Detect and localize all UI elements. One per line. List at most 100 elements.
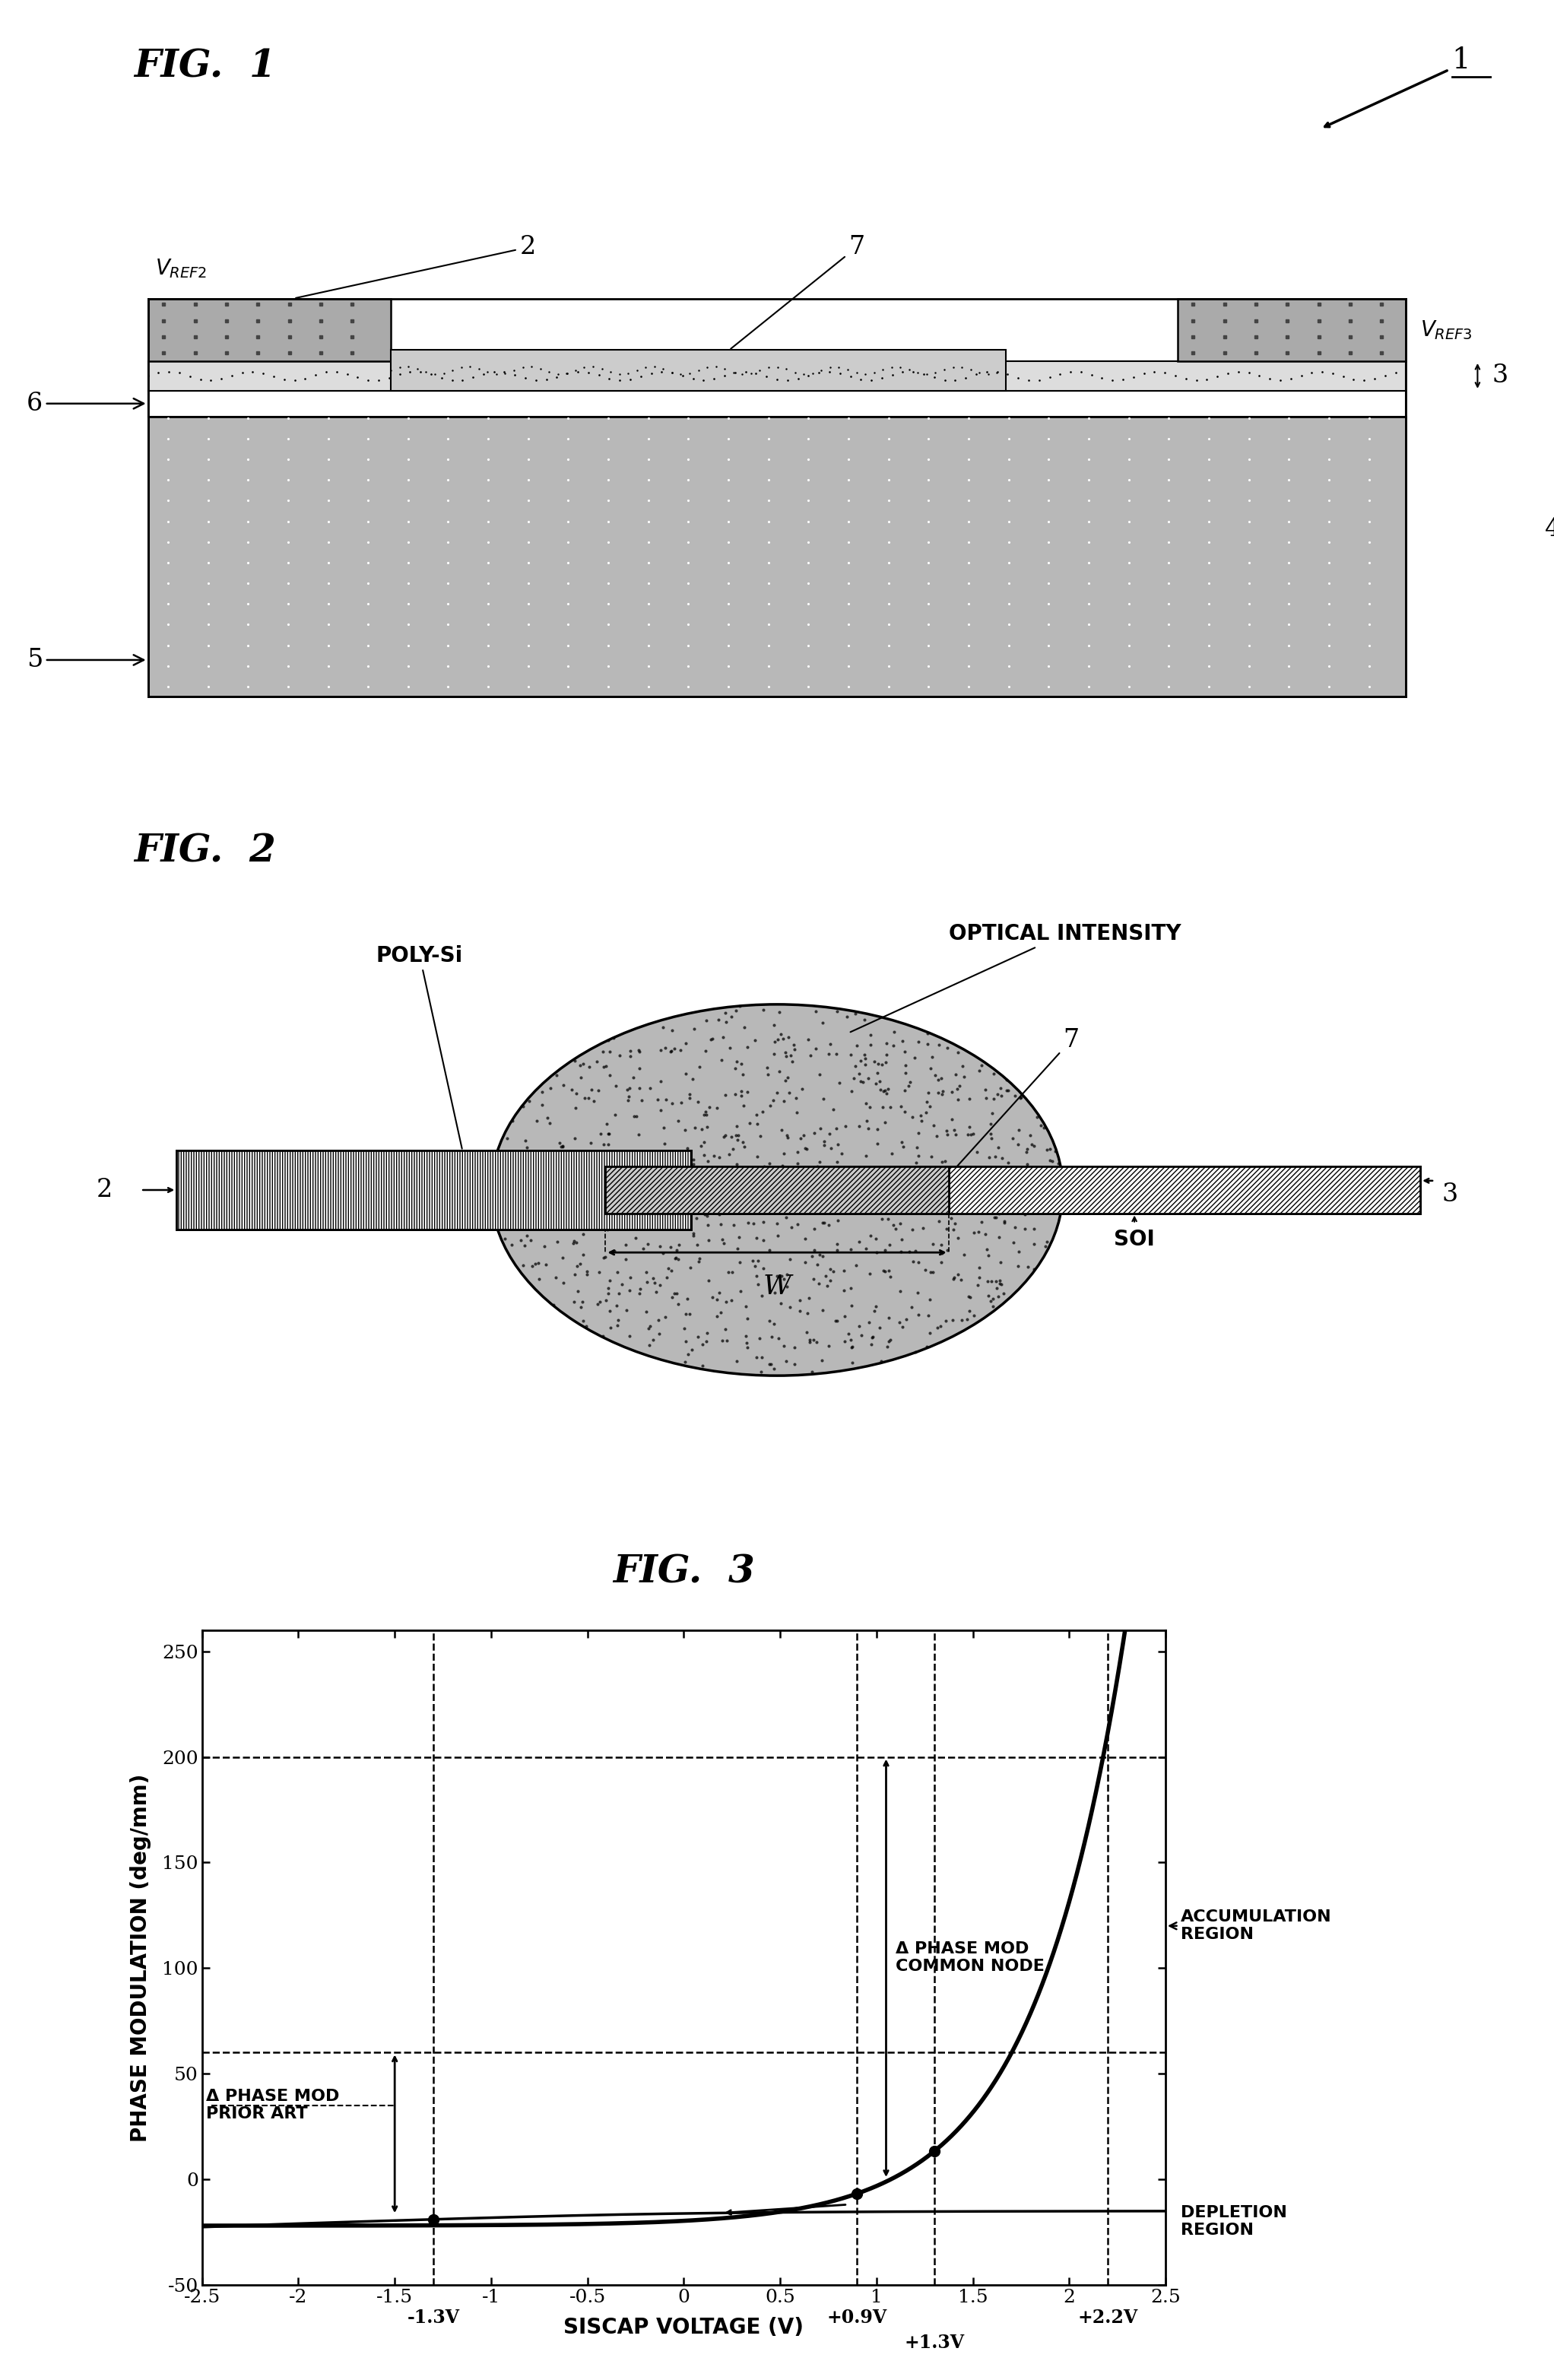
Point — [800, 1238, 825, 1276]
Point — [901, 1161, 926, 1200]
Bar — [148, 362, 1406, 390]
Point — [597, 1292, 622, 1330]
Point — [991, 1202, 1016, 1240]
Point — [783, 1078, 808, 1116]
Point — [906, 1114, 931, 1152]
Point — [848, 1316, 873, 1354]
Point — [653, 1126, 678, 1164]
Point — [838, 1230, 862, 1269]
Point — [880, 1135, 904, 1173]
Point — [623, 1097, 648, 1135]
Point — [864, 1169, 889, 1207]
Point — [637, 1069, 662, 1107]
Point — [651, 1109, 676, 1147]
Point — [631, 1147, 656, 1185]
Point — [1035, 1223, 1060, 1261]
Point — [664, 1230, 688, 1269]
Point — [841, 1166, 866, 1204]
Point — [875, 1328, 900, 1366]
Point — [563, 1119, 587, 1157]
Point — [547, 1123, 572, 1161]
Point — [564, 1247, 589, 1285]
Point — [744, 1095, 769, 1133]
Point — [962, 1214, 987, 1252]
Point — [732, 1128, 757, 1166]
Point — [1043, 1133, 1068, 1171]
Point — [1026, 1097, 1051, 1135]
Point — [757, 1230, 782, 1269]
Point — [894, 1299, 918, 1338]
Point — [733, 1323, 758, 1361]
Point — [642, 1264, 667, 1302]
Point — [816, 1035, 841, 1073]
Point — [883, 1209, 908, 1247]
Point — [538, 1104, 563, 1142]
Point — [957, 1081, 982, 1119]
Point — [695, 1095, 720, 1133]
Point — [1035, 1130, 1060, 1169]
Point — [794, 1178, 819, 1216]
Point — [605, 1307, 629, 1345]
Point — [678, 1295, 702, 1333]
Point — [824, 1109, 848, 1147]
Point — [662, 1240, 687, 1278]
Point — [817, 1250, 842, 1288]
Point — [779, 1288, 803, 1326]
Point — [575, 1252, 600, 1290]
Point — [549, 1204, 573, 1242]
Point — [704, 1297, 729, 1335]
Point — [713, 1116, 738, 1154]
Point — [695, 1197, 720, 1235]
Point — [858, 1016, 883, 1054]
Text: 3: 3 — [1442, 1183, 1458, 1207]
Point — [796, 1278, 821, 1316]
Point — [1009, 1166, 1033, 1204]
Point — [591, 1316, 615, 1354]
Point — [782, 1026, 807, 1064]
Point — [934, 1209, 959, 1247]
Point — [858, 1088, 883, 1126]
Point — [1032, 1109, 1057, 1147]
Point — [591, 1033, 615, 1071]
Point — [920, 1254, 945, 1292]
Point — [598, 1183, 623, 1221]
Point — [777, 1240, 802, 1278]
Point — [690, 1326, 715, 1364]
Point — [583, 1147, 608, 1185]
Point — [967, 1259, 991, 1297]
Point — [904, 1273, 929, 1311]
Text: OPTICAL INTENSITY: OPTICAL INTENSITY — [850, 923, 1181, 1033]
Point — [810, 1204, 834, 1242]
Point — [664, 1273, 688, 1311]
Point — [659, 1033, 684, 1071]
Point — [772, 1033, 797, 1071]
Text: 2: 2 — [295, 236, 536, 298]
Point — [524, 1245, 549, 1283]
Point — [900, 1192, 925, 1230]
Point — [774, 1197, 799, 1235]
Point — [931, 1073, 956, 1111]
Point — [926, 1061, 951, 1100]
Point — [640, 1259, 665, 1297]
Point — [678, 1078, 702, 1116]
Point — [771, 1019, 796, 1057]
Point — [577, 1078, 601, 1116]
Point — [856, 1304, 881, 1342]
Point — [853, 1178, 878, 1216]
Point — [555, 1173, 580, 1211]
Point — [984, 1138, 1009, 1176]
Point — [699, 1019, 724, 1057]
Point — [505, 1183, 530, 1221]
Point — [559, 1071, 584, 1109]
Point — [1049, 1188, 1074, 1226]
Point — [659, 1033, 684, 1071]
Point — [799, 1159, 824, 1197]
Point — [712, 1223, 737, 1261]
Point — [643, 1273, 668, 1311]
Point — [976, 1276, 1001, 1314]
Point — [712, 1192, 737, 1230]
Point — [721, 1130, 746, 1169]
Point — [841, 1059, 866, 1097]
Point — [514, 1128, 539, 1166]
Point — [626, 1116, 651, 1154]
